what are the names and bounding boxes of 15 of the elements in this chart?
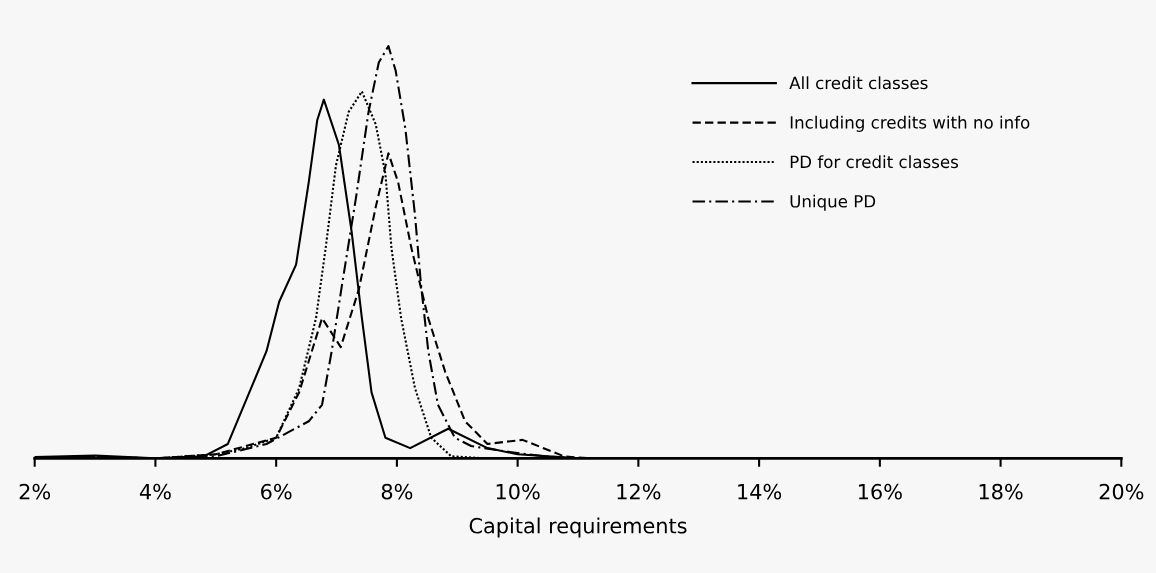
- x-tick-label: 8%: [381, 483, 413, 500]
- x-tick-label: 18%: [979, 483, 1023, 500]
- legend-label: Including credits with no info: [790, 115, 1030, 132]
- x-tick-label: 16%: [858, 483, 902, 500]
- x-tick-label: 12%: [617, 483, 661, 500]
- legend-label: PD for credit classes: [790, 155, 959, 169]
- x-tick-label: 6%: [261, 483, 292, 500]
- legend-label: Unique PD: [790, 194, 876, 211]
- x-tick-label: 10%: [496, 483, 540, 500]
- x-axis-title: Capital requirements: [469, 517, 687, 538]
- x-tick-label: 14%: [738, 483, 782, 500]
- x-tick-label: 20%: [1099, 483, 1144, 500]
- legend-label: All credit classes: [789, 76, 928, 90]
- x-tick-label: 4%: [139, 483, 171, 500]
- x-tick-label: 2%: [19, 483, 51, 500]
